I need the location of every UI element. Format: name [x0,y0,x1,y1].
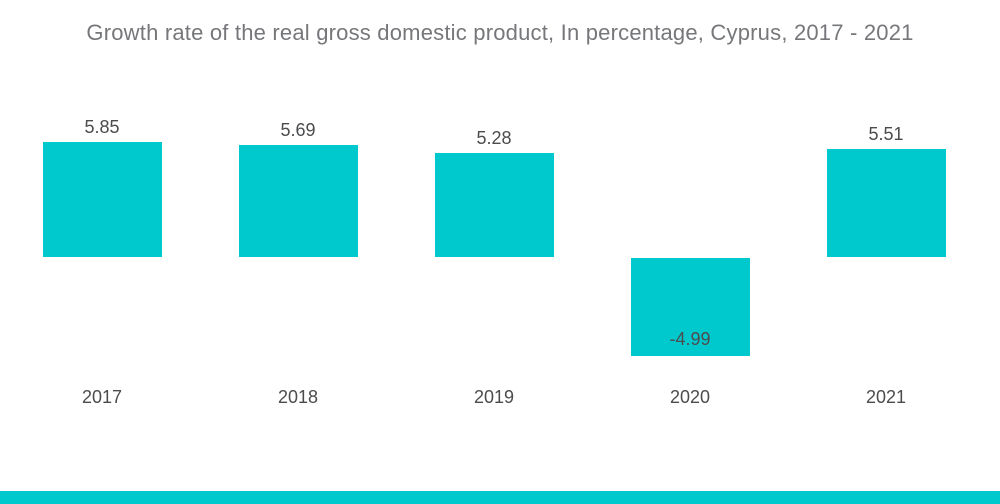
chart-title: Growth rate of the real gross domestic p… [86,20,914,45]
value-label-2019: 5.28 [476,128,512,149]
x-axis-label-2017: 2017 [81,387,123,407]
value-label-2021: 5.51 [868,123,904,144]
x-axis-label-2018: 2018 [277,387,319,407]
x-axis-label-2020: 2020 [669,387,711,407]
value-label-2020: -4.99 [669,328,711,349]
x-axis-label-2021: 2021 [865,387,907,407]
bar-2021 [826,148,946,258]
bar-2018 [238,145,358,258]
x-axis-label-2019: 2019 [473,387,515,407]
bar-2017 [42,142,162,258]
value-label-2017: 5.85 [84,117,120,138]
bar-2019 [434,153,554,258]
value-label-2018: 5.69 [280,120,316,141]
bar-2020 [630,257,750,356]
footer-accent-bar [0,491,1000,504]
